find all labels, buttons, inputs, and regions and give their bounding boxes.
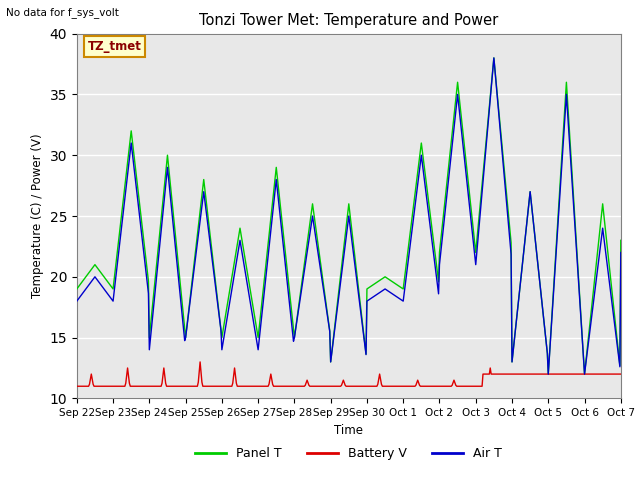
Text: TZ_tmet: TZ_tmet: [88, 40, 141, 53]
Legend: Panel T, Battery V, Air T: Panel T, Battery V, Air T: [190, 442, 508, 465]
Y-axis label: Temperature (C) / Power (V): Temperature (C) / Power (V): [31, 134, 44, 298]
Text: No data for f_sys_volt: No data for f_sys_volt: [6, 7, 119, 18]
X-axis label: Time: Time: [334, 424, 364, 437]
Title: Tonzi Tower Met: Temperature and Power: Tonzi Tower Met: Temperature and Power: [199, 13, 499, 28]
